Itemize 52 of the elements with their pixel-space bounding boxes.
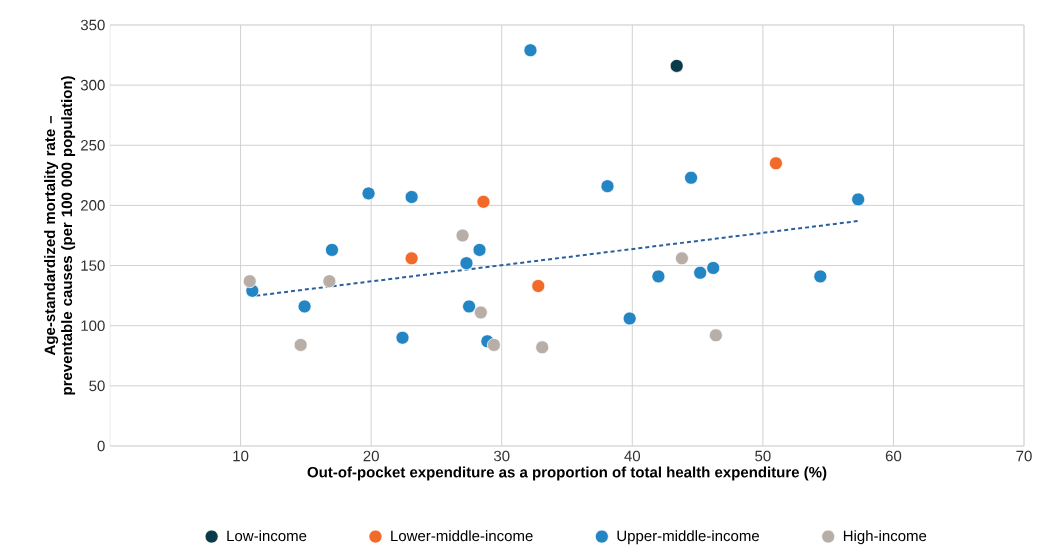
- y-tick-label: 300: [80, 79, 105, 91]
- point: [455, 228, 470, 243]
- point: [476, 194, 491, 209]
- point: [851, 192, 866, 207]
- point: [706, 261, 721, 275]
- point: [361, 186, 376, 201]
- point: [523, 43, 538, 58]
- point: [462, 299, 476, 314]
- x-tick-label: 60: [885, 450, 902, 462]
- point: [473, 305, 488, 320]
- point: [651, 269, 666, 284]
- y-tick-label: 150: [81, 260, 105, 271]
- y-tick-label: 0: [97, 440, 105, 452]
- point: [486, 338, 501, 352]
- point: [669, 58, 684, 73]
- x-tick-label: 70: [1016, 450, 1032, 462]
- legend-label: Low-income: [227, 530, 307, 542]
- point: [531, 279, 546, 293]
- point: [293, 338, 308, 352]
- point: [535, 340, 550, 355]
- point: [395, 330, 410, 345]
- point: [459, 256, 474, 271]
- y-axis-title: Age-standardized mortality rate – preventable causes (per 100 000 population): [44, 76, 76, 395]
- x-axis-title: Out-of-pocket expenditure as a proportion of total health expenditure (%): [307, 466, 827, 481]
- point: [600, 179, 615, 194]
- y-tick-label: 100: [81, 320, 105, 331]
- x-tick-label: 50: [755, 450, 771, 462]
- point: [404, 190, 419, 204]
- y-tick-label: 50: [89, 380, 105, 392]
- point: [708, 328, 723, 343]
- point: [242, 274, 257, 289]
- point: [472, 243, 487, 257]
- point: [622, 311, 637, 326]
- point: [325, 243, 339, 257]
- point: [769, 156, 783, 171]
- point: [675, 251, 689, 266]
- x-tick-label: 10: [233, 450, 249, 462]
- point: [322, 274, 337, 289]
- y-tick-label: 250: [81, 139, 105, 151]
- point: [813, 269, 828, 284]
- y-tick-label: 350: [80, 19, 105, 31]
- legend-label: Lower-middle-income: [391, 530, 533, 542]
- x-tick-label: 40: [624, 450, 641, 462]
- y-tick-label: 200: [81, 200, 105, 211]
- point: [404, 251, 419, 266]
- point: [684, 170, 698, 185]
- x-tick-label: 20: [363, 450, 379, 462]
- legend-label: High-income: [843, 530, 927, 545]
- point: [693, 265, 708, 280]
- legend-label: Upper-middle-income: [617, 530, 760, 545]
- x-tick-label: 30: [493, 450, 510, 462]
- point: [297, 299, 312, 314]
